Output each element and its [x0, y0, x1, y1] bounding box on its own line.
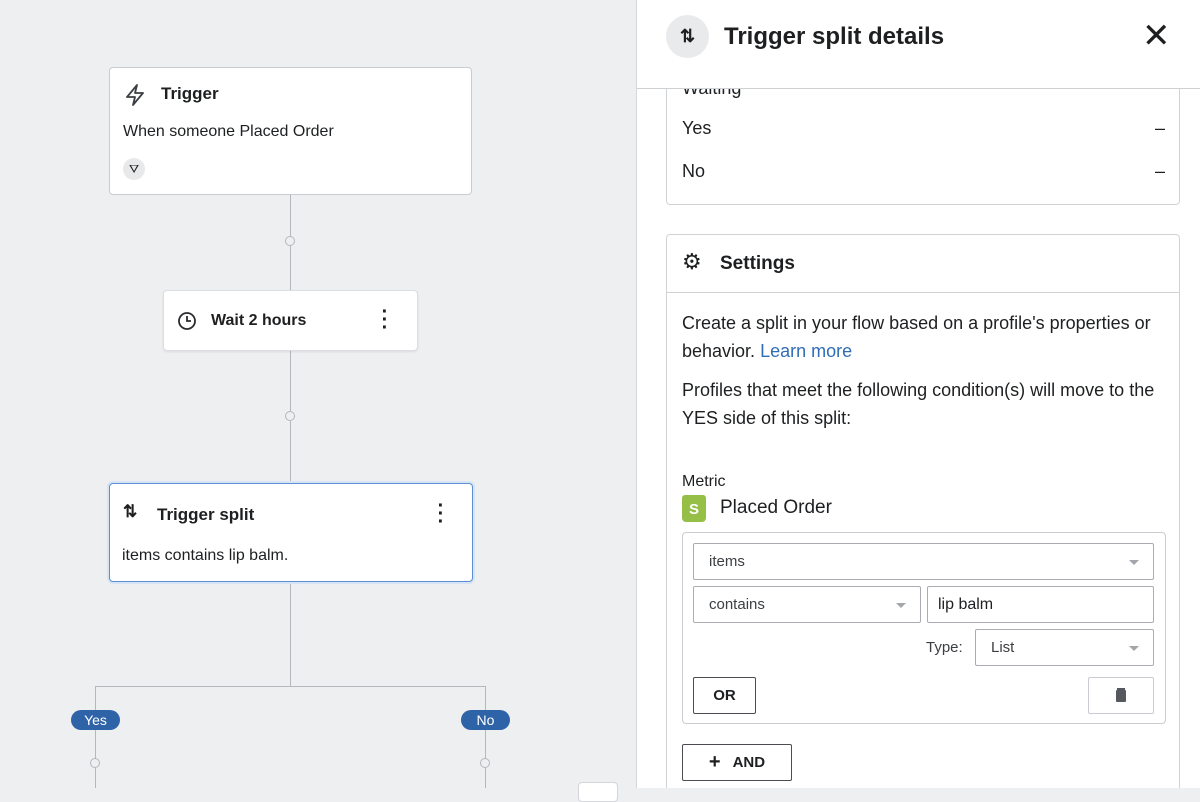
- connector-dot[interactable]: [285, 411, 295, 421]
- settings-header: ⚙ Settings: [667, 235, 1179, 293]
- clock-icon: [178, 312, 196, 330]
- split-title: Trigger split: [157, 505, 255, 524]
- split-icon: ⇅: [666, 15, 709, 58]
- learn-more-link[interactable]: Learn more: [760, 341, 853, 361]
- metric-label: Metric: [682, 473, 726, 490]
- yes-stat-value: –: [1154, 118, 1165, 138]
- split-description: items contains lip balm.: [122, 547, 289, 564]
- trigger-node[interactable]: Trigger When someone Placed Order ⛛: [109, 67, 472, 195]
- operator-select[interactable]: contains: [693, 586, 921, 623]
- settings-card: ⚙ Settings Create a split in your flow b…: [666, 234, 1180, 788]
- chevron-down-icon: [1129, 645, 1139, 651]
- no-stat-label: No: [682, 161, 706, 181]
- type-label: Type:: [926, 639, 963, 656]
- filter-profile-icon: ⛛: [123, 158, 145, 180]
- panel-title: Trigger split details: [724, 23, 945, 50]
- type-select[interactable]: List: [975, 629, 1154, 666]
- close-icon[interactable]: ✕: [1142, 17, 1171, 55]
- value-input[interactable]: lip balm: [927, 586, 1154, 623]
- add-and-button[interactable]: + AND: [682, 744, 792, 781]
- gear-icon: ⚙: [682, 249, 702, 274]
- more-options-icon[interactable]: · · ·: [437, 495, 445, 533]
- connector-dot[interactable]: [90, 758, 100, 768]
- lightning-icon: [126, 84, 144, 106]
- yes-stat-label: Yes: [682, 118, 712, 138]
- panel-header: ⇅ Trigger split details ✕: [637, 0, 1200, 89]
- details-panel: Waiting Yes – No – ⇅ Trigger split detai…: [636, 0, 1200, 788]
- intro-text: Create a split in your flow based on a p…: [682, 309, 1172, 365]
- trash-icon: [1116, 689, 1126, 702]
- zoom-control[interactable]: [578, 782, 618, 802]
- or-button[interactable]: OR: [693, 677, 756, 714]
- trigger-split-node[interactable]: ⇅ Trigger split · · · items contains lip b…: [109, 483, 473, 582]
- delete-condition-button[interactable]: [1088, 677, 1154, 714]
- plus-icon: +: [708, 751, 721, 773]
- metric-value: Placed Order: [720, 497, 832, 518]
- condition-text: Profiles that meet the following conditi…: [682, 380, 1155, 428]
- more-options-icon[interactable]: · · ·: [381, 301, 389, 339]
- condition-group: items contains lip balm Type: List OR: [682, 532, 1166, 724]
- chevron-down-icon: [1129, 559, 1139, 565]
- trigger-description: When someone Placed Order: [123, 123, 334, 140]
- shopify-icon: S: [682, 495, 706, 522]
- yes-branch-badge: Yes: [71, 710, 120, 730]
- connector-dot[interactable]: [480, 758, 490, 768]
- settings-title: Settings: [720, 253, 795, 274]
- intro-sentence: Create a split in your flow based on a p…: [682, 313, 1151, 361]
- trigger-title: Trigger: [161, 84, 219, 103]
- property-select[interactable]: items: [693, 543, 1154, 580]
- wait-title: Wait 2 hours: [211, 312, 307, 329]
- split-icon: ⇅: [123, 502, 138, 521]
- no-stat-value: –: [1154, 161, 1165, 181]
- no-branch-badge: No: [461, 710, 510, 730]
- connector-dot[interactable]: [285, 236, 295, 246]
- flow-canvas[interactable]: Yes No Trigger When someone Placed Order…: [0, 0, 636, 802]
- wait-node[interactable]: Wait 2 hours · · ·: [163, 290, 418, 351]
- chevron-down-icon: [896, 602, 906, 608]
